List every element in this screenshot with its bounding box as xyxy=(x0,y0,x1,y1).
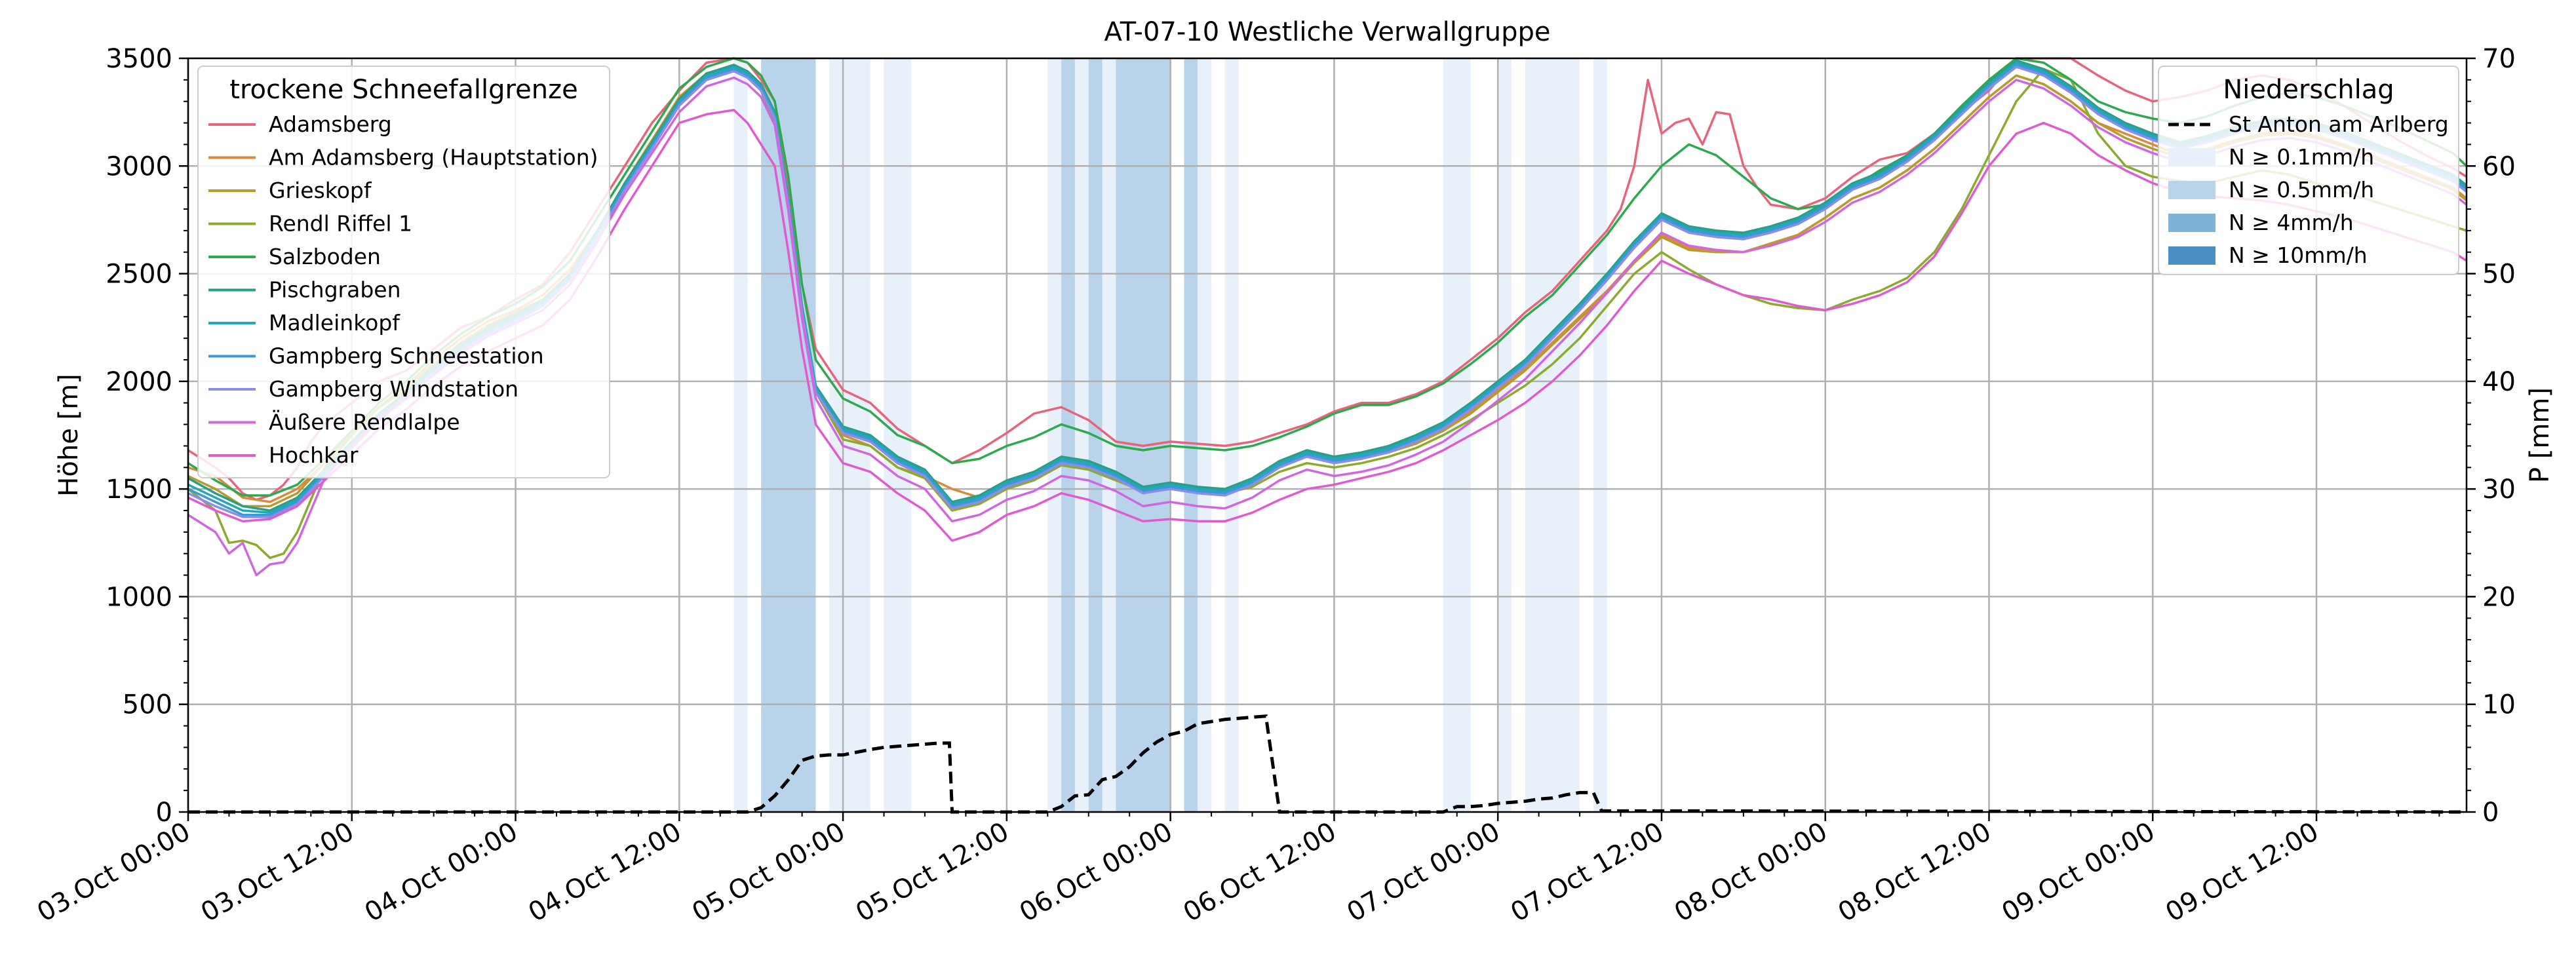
y2-tick-label: 40 xyxy=(2482,367,2516,397)
y2-tick-label: 70 xyxy=(2482,44,2516,74)
series-lines xyxy=(187,57,2468,577)
legend-precip-swatch xyxy=(2168,181,2215,199)
precip-band xyxy=(1047,58,1062,812)
plot-frame xyxy=(187,57,2468,813)
legend-snowfall-frame xyxy=(197,66,610,478)
precip-band xyxy=(1525,58,1580,812)
precip-band xyxy=(733,58,748,812)
legend-snowfall-label: Gampberg Windstation xyxy=(269,376,518,402)
precip-band xyxy=(1074,58,1089,812)
legend-snowfall-label: Hochkar xyxy=(269,442,359,468)
legend-precipitation: Niederschlag St Anton am Arlberg N ≥ 0.1m… xyxy=(2158,66,2459,275)
legend-precip-label: St Anton am Arlberg xyxy=(2229,111,2449,137)
legend-precip-label: N ≥ 4mm/h xyxy=(2229,210,2354,235)
legend-precipitation-items: St Anton am Arlberg N ≥ 0.1mm/h N ≥ 0.5mm/… xyxy=(2168,111,2449,268)
precip-band xyxy=(1498,58,1512,812)
legend-snowfall-label: Salzboden xyxy=(269,244,381,269)
y-tick-label: 3000 xyxy=(106,151,172,182)
precipitation-bands xyxy=(733,58,1607,812)
legend-snowfall-label: Madleinkopf xyxy=(269,310,400,336)
legend-precipitation-title: Niederschlag xyxy=(2223,75,2394,105)
y2-tick-label: 20 xyxy=(2482,582,2516,612)
legend-precip-swatch xyxy=(2168,214,2215,232)
legend-snowfall-label: Äußere Rendlalpe xyxy=(269,410,460,435)
precip-band xyxy=(1224,58,1239,812)
precip-band xyxy=(1443,58,1471,812)
precip-band xyxy=(1184,58,1198,812)
y-tick-label: 2500 xyxy=(106,260,172,290)
legend-precip-label: N ≥ 0.5mm/h xyxy=(2229,177,2374,203)
y-axis-label: Höhe [m] xyxy=(54,374,84,496)
y-tick-label: 500 xyxy=(123,690,172,720)
y2-axis-ticks: 0 10 20 30 40 50 60 70 xyxy=(2467,44,2516,828)
y2-tick-label: 10 xyxy=(2482,690,2516,720)
legend-snowfall-title: trockene Schneefallgrenze xyxy=(229,75,577,105)
precip-band xyxy=(1061,58,1075,812)
y-tick-label: 1000 xyxy=(106,582,172,612)
legend-snowfall-label: Grieskopf xyxy=(269,178,372,203)
legend-precip-swatch xyxy=(2168,246,2215,265)
precip-band xyxy=(1116,58,1171,812)
legend-snowfall-label: Pischgraben xyxy=(269,277,401,303)
y2-tick-label: 0 xyxy=(2482,798,2499,828)
legend-precip-label: N ≥ 10mm/h xyxy=(2229,242,2368,268)
legend-snowfall: trockene Schneefallgrenze Adamsberg Am Ad… xyxy=(197,66,610,478)
legend-snowfall-label: Adamsberg xyxy=(269,111,392,137)
y-tick-label: 2000 xyxy=(106,367,172,397)
precip-line xyxy=(188,714,2467,814)
legend-precip-label: N ≥ 0.1mm/h xyxy=(2229,144,2374,170)
legend-snowfall-label: Rendl Riffel 1 xyxy=(269,211,412,237)
y-tick-label: 1500 xyxy=(106,474,172,505)
precipitation-line-layer xyxy=(188,714,2467,814)
y2-axis-label: P [mm] xyxy=(2525,387,2555,483)
legend-precip-swatch xyxy=(2168,148,2215,166)
chart-title: AT-07-10 Westliche Verwallgruppe xyxy=(1104,17,1551,47)
y2-tick-label: 60 xyxy=(2482,151,2516,182)
y-axis-ticks: 0 500 1000 1500 2000 2500 3000 3500 xyxy=(106,44,188,828)
y-tick-label: 3500 xyxy=(106,44,172,74)
precip-band xyxy=(1198,58,1212,812)
legend-snowfall-label: Gampberg Schneestation xyxy=(269,343,544,369)
legend-snowfall-items: Adamsberg Am Adamsberg (Hauptstation) Grie… xyxy=(208,111,598,468)
y-tick-label: 0 xyxy=(156,798,172,828)
legend-precipitation-frame xyxy=(2158,66,2459,275)
precip-band xyxy=(1593,58,1607,812)
y2-tick-label: 50 xyxy=(2482,260,2516,290)
legend-snowfall-label: Am Adamsberg (Hauptstation) xyxy=(269,145,598,170)
y2-tick-label: 30 xyxy=(2482,474,2516,505)
